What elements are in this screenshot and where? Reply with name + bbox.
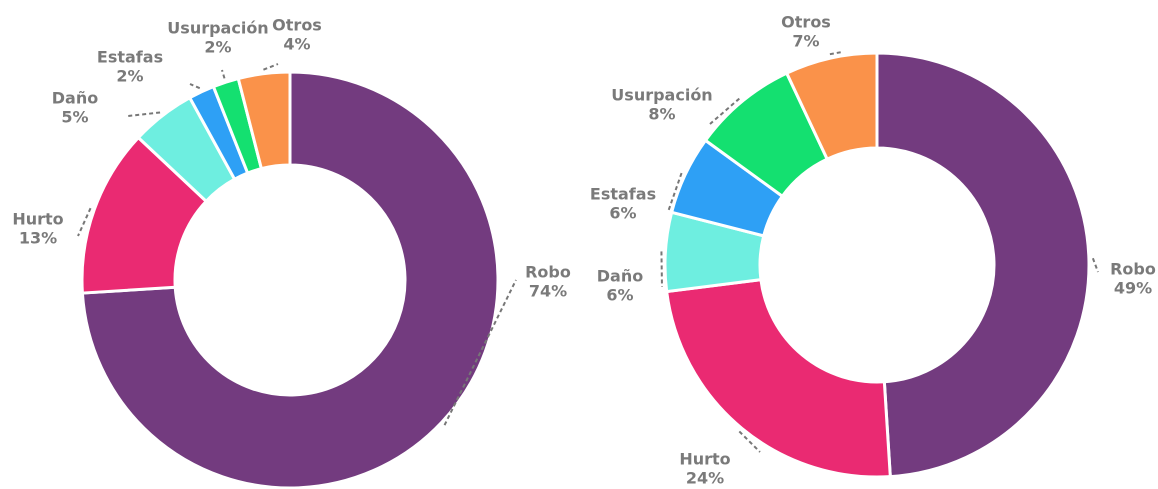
slice-label: Estafas bbox=[97, 48, 163, 67]
slice-label: Robo bbox=[1110, 260, 1156, 279]
leader-line bbox=[221, 69, 226, 79]
slice-label: Otros bbox=[272, 16, 322, 35]
slice-label: Hurto bbox=[12, 210, 63, 229]
slice-value-label: 13% bbox=[19, 229, 57, 248]
leader-line bbox=[189, 83, 201, 90]
leader-line bbox=[77, 207, 92, 237]
slice-value-label: 7% bbox=[792, 32, 819, 51]
slice-label: Usurpación bbox=[167, 19, 268, 38]
slice-label: Daño bbox=[597, 267, 643, 286]
slice-label: Robo bbox=[525, 263, 571, 282]
slice-value-label: 5% bbox=[61, 108, 88, 127]
donut-slice bbox=[784, 51, 879, 162]
leader-line bbox=[443, 279, 517, 426]
leader-line bbox=[1091, 257, 1099, 273]
leader-line bbox=[829, 51, 843, 56]
donut-slice bbox=[664, 277, 892, 479]
slice-label: Hurto bbox=[679, 450, 730, 469]
slice-value-label: 6% bbox=[609, 204, 636, 223]
donut-slice bbox=[875, 51, 1091, 479]
leader-line bbox=[738, 430, 761, 453]
slice-label: Daño bbox=[52, 89, 98, 108]
slice-value-label: 24% bbox=[686, 469, 724, 488]
slice-label: Usurpación bbox=[611, 86, 712, 105]
slice-label: Estafas bbox=[590, 185, 656, 204]
slice-value-label: 49% bbox=[1114, 279, 1152, 298]
slice-value-label: 4% bbox=[283, 35, 310, 54]
slice-value-label: 8% bbox=[648, 105, 675, 124]
donut-slice bbox=[80, 70, 500, 489]
leader-line bbox=[127, 111, 161, 117]
slice-value-label: 2% bbox=[116, 67, 143, 86]
slice-label: Otros bbox=[781, 13, 831, 32]
slice-value-label: 6% bbox=[606, 286, 633, 305]
leader-line bbox=[263, 63, 279, 71]
leader-line bbox=[660, 251, 663, 288]
slice-value-label: 2% bbox=[204, 38, 231, 57]
donut-slice bbox=[236, 70, 292, 171]
slice-value-label: 74% bbox=[529, 282, 567, 301]
